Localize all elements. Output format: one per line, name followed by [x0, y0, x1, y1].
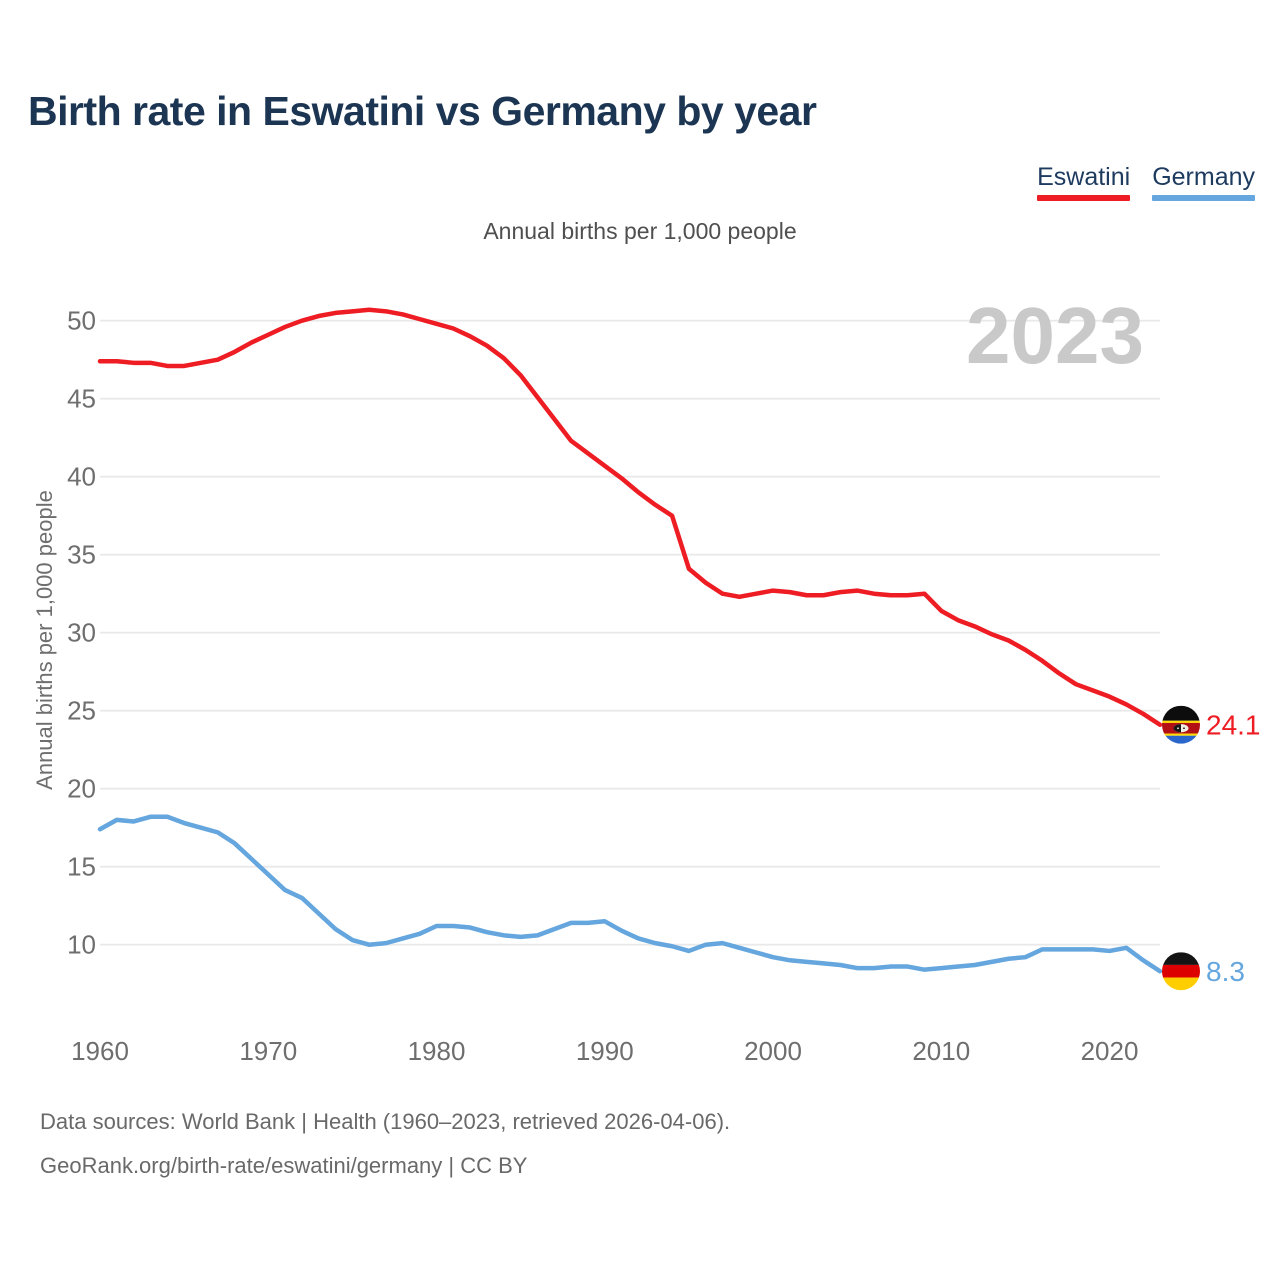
watermark-text: 2023: [966, 291, 1144, 380]
svg-text:30: 30: [67, 618, 96, 648]
gridlines: [100, 319, 1160, 946]
page-title: Birth rate in Eswatini vs Germany by yea…: [28, 88, 817, 134]
svg-text:40: 40: [67, 462, 96, 492]
germany-end-value: 8.3: [1206, 956, 1245, 987]
germany-line: [97, 814, 1163, 974]
svg-text:1960: 1960: [71, 1036, 129, 1066]
y-axis-title: Annual births per 1,000 people: [32, 490, 57, 790]
svg-text:1970: 1970: [239, 1036, 297, 1066]
eswatini-flag-icon: [1162, 705, 1200, 744]
svg-text:10: 10: [67, 930, 96, 960]
legend: Eswatini Germany: [1037, 163, 1255, 201]
svg-text:50: 50: [67, 306, 96, 336]
legend-item-eswatini[interactable]: Eswatini: [1037, 163, 1131, 201]
svg-text:20: 20: [67, 774, 96, 804]
legend-underline-germany: [1152, 195, 1255, 201]
source-line-2: GeoRank.org/birth-rate/eswatini/germany …: [40, 1153, 528, 1178]
svg-text:45: 45: [67, 384, 96, 414]
svg-text:2000: 2000: [744, 1036, 802, 1066]
germany-flag-icon: [1162, 952, 1200, 991]
svg-text:1990: 1990: [576, 1036, 634, 1066]
legend-underline-eswatini: [1037, 195, 1131, 201]
chart-subtitle: Annual births per 1,000 people: [483, 218, 797, 244]
svg-text:2010: 2010: [912, 1036, 970, 1066]
svg-text:2020: 2020: [1081, 1036, 1139, 1066]
source-attribution: Data sources: World Bank | Health (1960–…: [40, 1100, 730, 1188]
svg-text:35: 35: [67, 540, 96, 570]
svg-text:15: 15: [67, 852, 96, 882]
svg-text:1980: 1980: [408, 1036, 466, 1066]
svg-text:25: 25: [67, 696, 96, 726]
y-axis-ticks: 10 15 20 25 30 35 40 45 50: [67, 306, 96, 960]
eswatini-end-value: 24.1: [1206, 710, 1261, 741]
x-axis-ticks: 1960 1970 1980 1990 2000 2010 2020: [71, 1036, 1138, 1066]
legend-label-germany: Germany: [1152, 163, 1255, 191]
eswatini-line: [97, 307, 1163, 727]
legend-label-eswatini: Eswatini: [1037, 163, 1131, 191]
source-line-1: Data sources: World Bank | Health (1960–…: [40, 1109, 731, 1134]
legend-item-germany[interactable]: Germany: [1152, 163, 1255, 201]
